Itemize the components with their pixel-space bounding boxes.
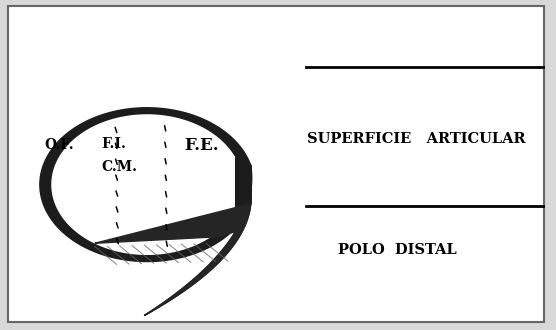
Text: POLO  DISTAL: POLO DISTAL	[337, 243, 456, 257]
Text: SUPERFICIE   ARTICULAR: SUPERFICIE ARTICULAR	[307, 132, 525, 146]
Text: O.F.: O.F.	[44, 138, 74, 152]
Polygon shape	[52, 115, 234, 254]
FancyBboxPatch shape	[8, 6, 544, 322]
Text: F.E.: F.E.	[185, 137, 219, 154]
Text: F.I.: F.I.	[102, 137, 126, 151]
Polygon shape	[40, 108, 252, 315]
Text: C.M.: C.M.	[102, 160, 137, 174]
Polygon shape	[95, 204, 251, 315]
